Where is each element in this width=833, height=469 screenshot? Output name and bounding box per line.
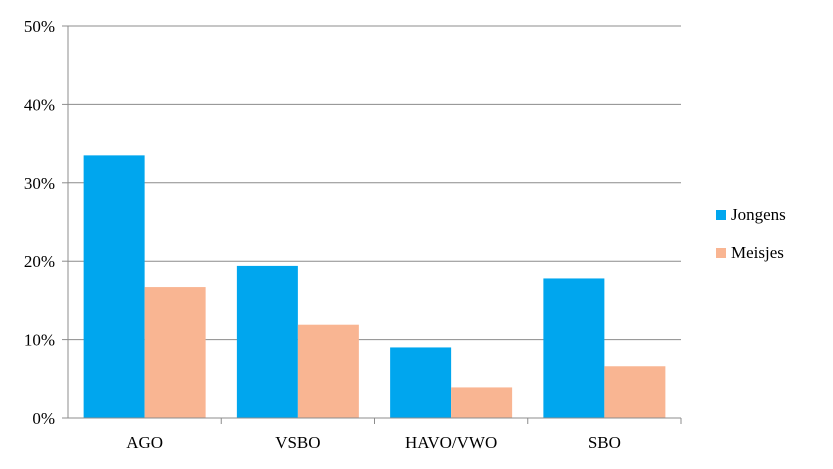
x-tick-label: HAVO/VWO <box>405 433 497 452</box>
bar-meisjes-ago <box>144 287 206 418</box>
y-tick-label: 20% <box>24 252 55 271</box>
x-tick-label: AGO <box>126 433 163 452</box>
legend: Jongens Meisjes <box>716 205 786 262</box>
y-tick-label: 0% <box>32 409 55 428</box>
bar-jongens-sbo <box>543 278 605 418</box>
y-axis-ticks: 0% 10% 20% 30% 40% 50% <box>24 17 68 428</box>
bar-jongens-havo-vwo <box>390 347 452 418</box>
bar-meisjes-sbo <box>604 366 666 418</box>
legend-label-jongens: Jongens <box>731 205 786 224</box>
y-tick-label: 30% <box>24 174 55 193</box>
bar-jongens-vsbo <box>236 265 298 418</box>
x-tick-label: VSBO <box>275 433 320 452</box>
bar-jongens-ago <box>83 155 145 419</box>
legend-swatch-jongens <box>716 210 726 220</box>
legend-label-meisjes: Meisjes <box>731 243 784 262</box>
y-tick-label: 50% <box>24 17 55 36</box>
y-tick-label: 10% <box>24 331 55 350</box>
bar-meisjes-vsbo <box>297 324 359 418</box>
x-tick-label: SBO <box>588 433 621 452</box>
bar-meisjes-havo-vwo <box>451 387 513 418</box>
bars <box>83 155 666 419</box>
legend-swatch-meisjes <box>716 248 726 258</box>
y-tick-label: 40% <box>24 95 55 114</box>
x-axis-ticks: AGO VSBO HAVO/VWO SBO <box>126 418 682 452</box>
